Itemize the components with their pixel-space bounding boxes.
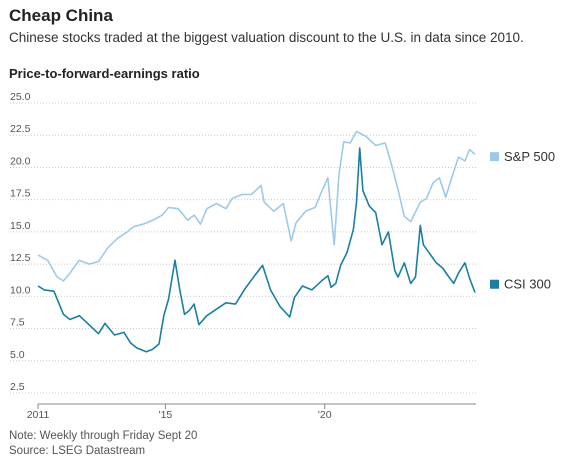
footnote: Note: Weekly through Friday Sept 20 [9,430,198,442]
y-tick-label: 15.0 [10,220,31,232]
y-tick-label: 2.5 [10,381,25,393]
series-line-csi300 [37,147,476,353]
y-tick-label: 22.5 [10,123,31,135]
legend-swatch-sp500 [490,152,499,162]
x-tick-label: 2011 [27,409,50,421]
y-tick-label: 17.5 [10,188,31,200]
y-tick-label: 20.0 [10,155,31,167]
y-axis-label: Price-to-forward-earnings ratio [9,66,200,81]
y-tick-label: 10.0 [10,284,31,296]
chart-subtitle: Chinese stocks traded at the biggest val… [9,30,524,45]
legend-label-sp500: S&P 500 [504,149,555,164]
x-tick-label: '15 [159,409,173,421]
y-tick-label: 12.5 [10,252,31,264]
y-tick-label: 5.0 [10,349,25,361]
y-tick-label: 7.5 [10,317,25,329]
line-chart: 25.0 22.5 20.0 17.5 15.0 12.5 10.0 7.5 5.0 2.5 201… [10,91,555,421]
x-tick-label: '20 [318,409,332,421]
series-line-sp500 [37,130,476,282]
legend-swatch-csi300 [490,279,499,289]
y-tick-label: 25.0 [10,91,31,103]
source-note: Source: LSEG Datastream [9,445,146,457]
chart-title: Cheap China [9,6,113,25]
legend-label-csi300: CSI 300 [504,277,551,292]
